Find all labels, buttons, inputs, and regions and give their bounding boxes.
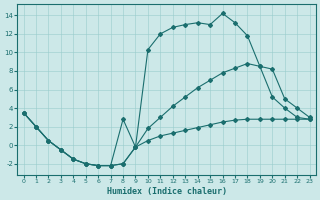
X-axis label: Humidex (Indice chaleur): Humidex (Indice chaleur)	[107, 187, 227, 196]
